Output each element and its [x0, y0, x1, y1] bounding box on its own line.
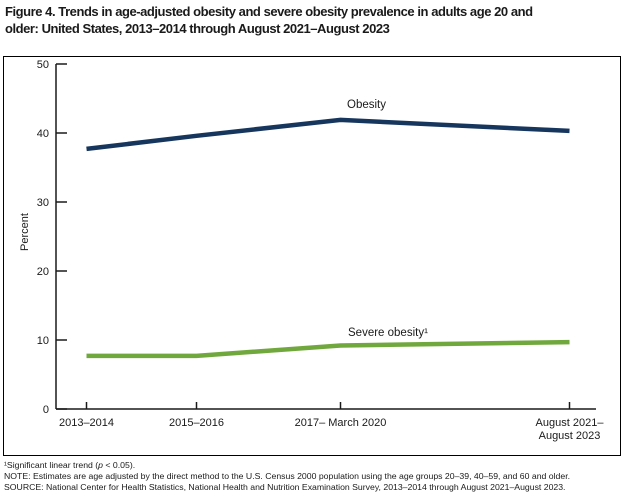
- series-label-severe-obesity: Severe obesity¹: [348, 327, 428, 339]
- y-tick-label: 10: [37, 335, 49, 347]
- footnotes: ¹Significant linear trend (p < 0.05). NO…: [4, 460, 620, 492]
- obesity-line: [86, 117, 570, 152]
- severe-obesity-line: [86, 339, 570, 359]
- y-tick-label: 0: [43, 404, 49, 416]
- y-tick-label: 30: [37, 197, 49, 209]
- y-tick-label: 20: [37, 266, 49, 278]
- y-tick-label: 50: [37, 59, 49, 71]
- footnote-significance-suffix: < 0.05).: [103, 460, 136, 470]
- footnote-significance-prefix: ¹Significant linear trend (: [4, 460, 99, 470]
- y-axis-title: Percent: [19, 213, 31, 251]
- x-tick-label: 2015–2016: [169, 417, 224, 429]
- figure-title: Figure 4. Trends in age-adjusted obesity…: [5, 3, 621, 37]
- footnote-source: SOURCE: National Center for Health Stati…: [4, 481, 566, 492]
- chart-area: 0 10 20 30 40 50 2013–2014 2015–2016 2017– March…: [3, 56, 621, 456]
- x-tick-label: 2017– March 2020: [295, 417, 387, 429]
- x-tick-label: 2013–2014: [59, 417, 114, 429]
- footnote-significance-p: p: [98, 460, 104, 470]
- y-tick-label: 40: [37, 128, 49, 140]
- x-tick-label: August 2021– August 2023: [536, 417, 605, 442]
- footnote-note: NOTE: Estimates are age adjusted by the …: [4, 470, 571, 481]
- series-label-obesity: Obesity: [347, 99, 386, 111]
- chart-svg: 0 10 20 30 40 50 2013–2014 2015–2016 2017– March…: [19, 59, 605, 442]
- figure-title-line2: older: United States, 2013–2014 through …: [5, 21, 390, 36]
- figure-title-line1: Figure 4. Trends in age-adjusted obesity…: [5, 4, 533, 19]
- footnote-significance: ¹Significant linear trend (p < 0.05).: [4, 460, 620, 471]
